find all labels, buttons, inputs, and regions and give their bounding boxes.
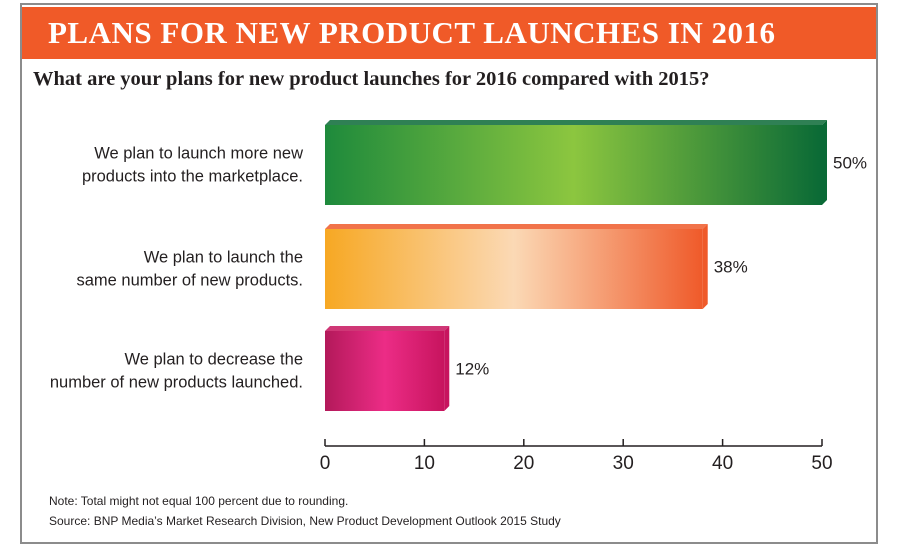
- x-tick-label-0: 0: [320, 453, 331, 474]
- bar-side-face-0: [822, 120, 827, 205]
- bar-top-face-0: [325, 120, 827, 125]
- category-label-1-line-1: same number of new products.: [76, 271, 303, 289]
- x-tick-label-1: 10: [414, 453, 435, 474]
- x-tick-label-3: 30: [613, 453, 634, 474]
- bar-top-face-1: [325, 224, 708, 229]
- value-label-0: 50%: [833, 153, 867, 172]
- title-banner: [22, 7, 876, 59]
- x-tick-label-4: 40: [712, 453, 733, 474]
- x-tick-label-5: 50: [811, 453, 832, 474]
- chart-title: PLANS FOR NEW PRODUCT LAUNCHES IN 2016: [48, 15, 776, 50]
- bar-2: [325, 331, 445, 411]
- category-label-2-line-0: We plan to decrease the: [124, 350, 303, 368]
- x-tick-label-2: 20: [513, 453, 534, 474]
- bar-side-face-2: [444, 326, 450, 411]
- category-label-0-line-1: products into the marketplace.: [82, 167, 303, 185]
- value-label-2: 12%: [455, 359, 489, 378]
- category-label-0-line-0: We plan to launch more new: [94, 144, 303, 162]
- chart-subtitle: What are your plans for new product laun…: [33, 68, 710, 90]
- bar-0: [325, 125, 822, 205]
- bar-side-face-1: [702, 224, 708, 309]
- bars-layer: 50% We plan to launch more new products in…: [50, 120, 867, 411]
- bar-top-face-2: [325, 326, 450, 331]
- x-axis: 0 10 20 30 40 50: [320, 439, 833, 474]
- bar-1: [325, 229, 703, 309]
- category-label-2-line-1: number of new products launched.: [50, 373, 303, 391]
- footnote: Note: Total might not equal 100 percent …: [49, 494, 349, 508]
- source-note: Source: BNP Media’s Market Research Divi…: [49, 514, 561, 528]
- value-label-1: 38%: [714, 257, 748, 276]
- category-label-1-line-0: We plan to launch the: [144, 248, 303, 266]
